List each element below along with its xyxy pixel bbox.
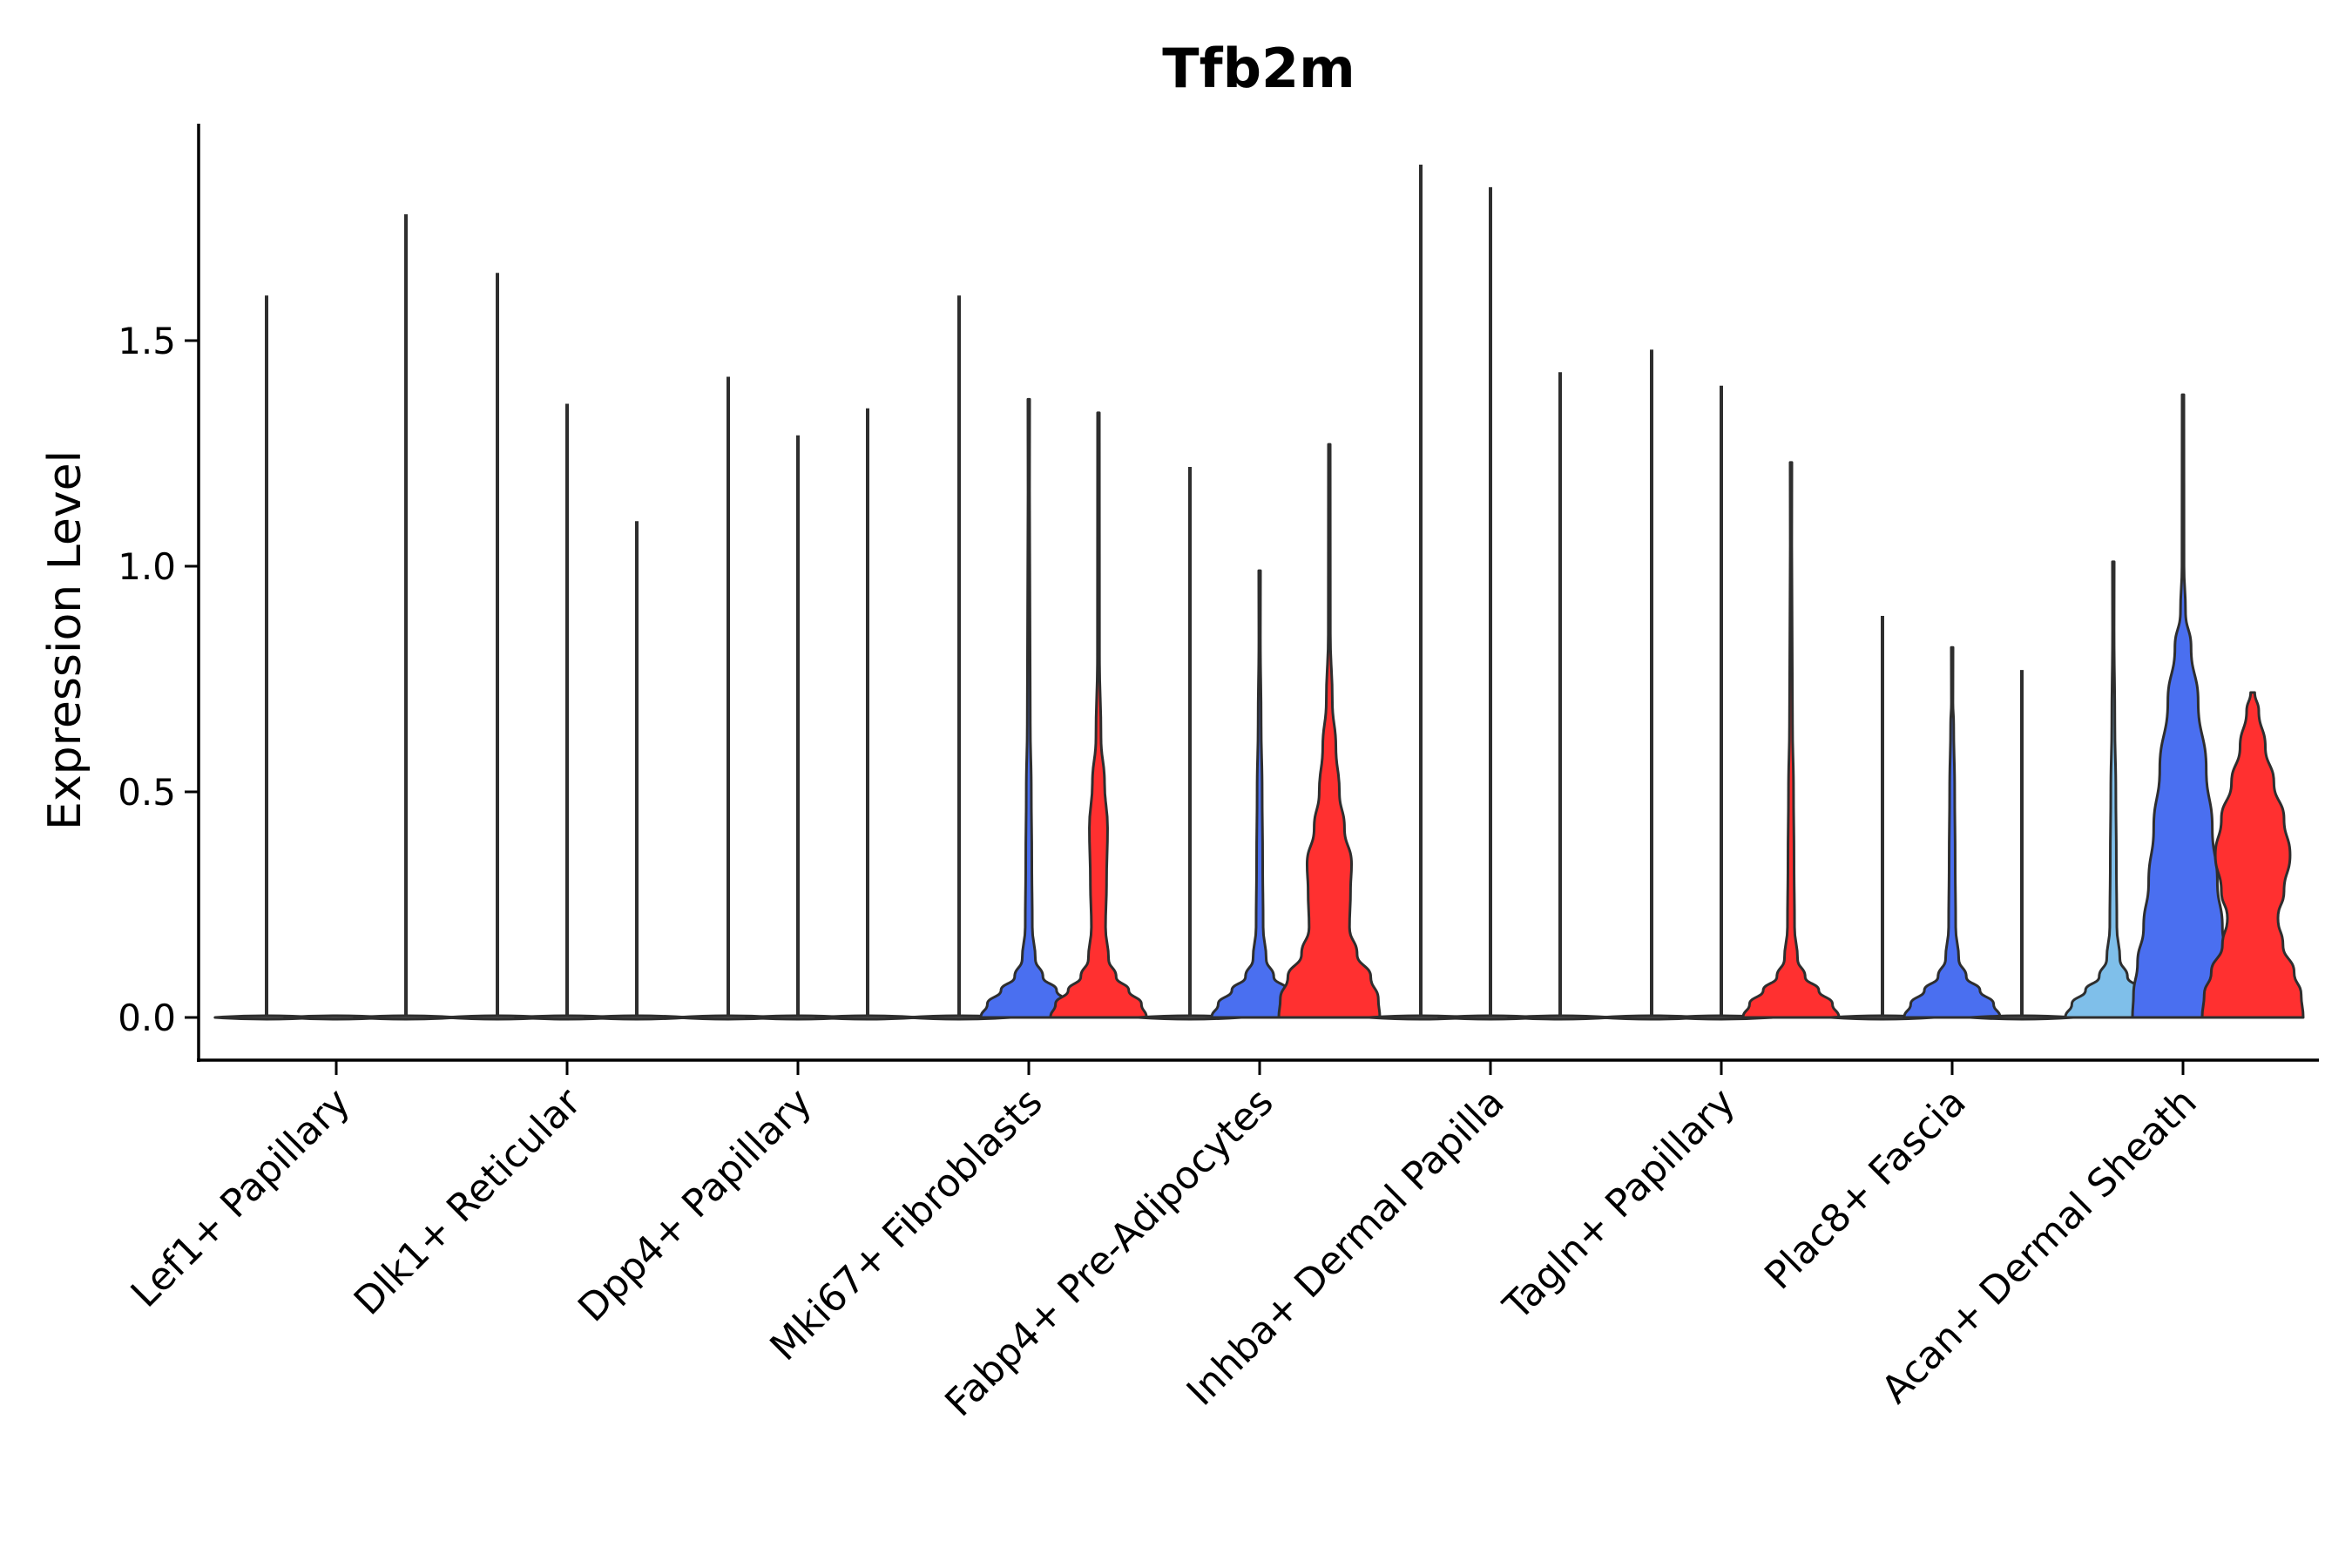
y-tick-label: 1.5 [118,320,176,362]
x-tick-label: Lef1+ Papillary [123,1080,359,1316]
violin-lef1-papillary-2 [353,1014,459,1021]
y-ticks: 0.0 0.5 1.0 1.5 [118,320,199,1039]
violin-acan-dermal-sheath-2 [2200,691,2305,1019]
y-tick-label: 0.0 [118,997,176,1039]
violin-mki67-fibroblasts-1 [979,397,1078,1019]
violins [213,164,2305,1021]
y-axis-label: Expression Level [39,450,91,830]
chart-title: Tfb2m [1162,37,1355,100]
y-tick-label: 0.5 [118,771,176,814]
violin-inhba-dermal-papilla-2 [1507,1014,1613,1021]
violin-mki67-fibroblasts-2 [1049,411,1148,1019]
violin-fabp4-pre-adipocytes-2 [1277,443,1382,1019]
violin-tagln-papillary-2 [1741,461,1841,1019]
x-tick-label: Plac8+ Fascia [1756,1080,1975,1299]
violin-plac8-fascia-2 [1969,1014,2075,1021]
y-tick-label: 1.0 [118,545,176,588]
violin-acan-dermal-sheath-0 [2064,560,2163,1019]
violin-dpp4-papillary-2 [814,1014,921,1021]
violin-fabp4-pre-adipocytes-1 [1210,569,1309,1019]
x-tick-label: Dlk1+ Reticular [346,1079,591,1324]
violin-dlk1-reticular-2 [584,1014,690,1021]
x-tick-label: Dpp4+ Papillary [570,1080,821,1331]
violin-plac8-fascia-1 [1903,645,2002,1019]
x-tick-label: Tagln+ Papillary [1495,1080,1744,1329]
violin-acan-dermal-sheath-1 [2131,393,2235,1019]
